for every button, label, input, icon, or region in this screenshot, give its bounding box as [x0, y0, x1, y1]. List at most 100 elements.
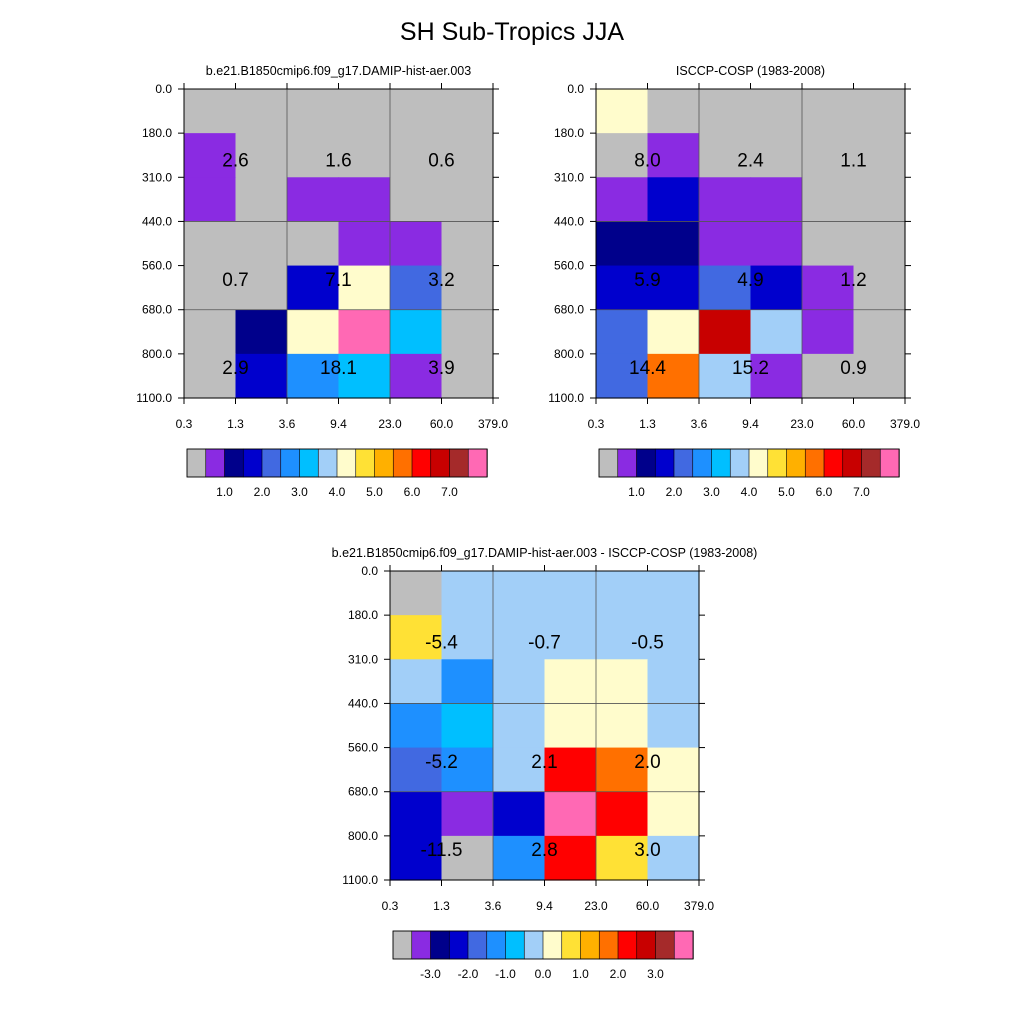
- heatmap-cell: [390, 133, 443, 178]
- colorbar-box: [542, 930, 563, 960]
- heatmap-cell: [235, 265, 288, 311]
- colorbar-box: [505, 930, 525, 960]
- heatmap-cell: [647, 659, 700, 705]
- heatmap-cell: [853, 177, 906, 223]
- heatmap-cell: [853, 89, 906, 134]
- x-tick-label: 9.4: [536, 899, 553, 913]
- heatmap-cell: [287, 265, 340, 311]
- cell-value-label: 3.2: [428, 270, 454, 291]
- colorbar-box: [673, 930, 694, 960]
- heatmap-cell: [338, 133, 391, 178]
- colorbar-box: [561, 930, 582, 960]
- colorbar-tick-label: 7.0: [853, 485, 870, 499]
- heatmap-cell: [493, 747, 546, 793]
- panel-title: b.e21.B1850cmip6.f09_g17.DAMIP-hist-aer.…: [332, 546, 758, 560]
- cell-value-label: 2.9: [222, 358, 248, 379]
- colorbar-tick-label: 7.0: [441, 485, 458, 499]
- cell-value-label: 1.2: [840, 270, 866, 291]
- heatmap-cell: [853, 133, 906, 178]
- heatmap-cell: [235, 89, 288, 134]
- x-tick-label: 3.6: [279, 417, 296, 431]
- heatmap-cell: [493, 571, 546, 616]
- y-tick-label: 1100.0: [136, 391, 172, 405]
- colorbar-tick-label: -1.0: [495, 967, 516, 981]
- colorbar-box: [861, 448, 881, 478]
- colorbar-box: [636, 930, 657, 960]
- cell-value-label: 0.7: [222, 270, 248, 291]
- colorbar-box: [842, 448, 863, 478]
- colorbar-tick-label: 4.0: [741, 485, 758, 499]
- colorbar-box: [186, 448, 207, 478]
- heatmap-cell: [750, 89, 803, 134]
- y-tick-label: 0.0: [155, 82, 172, 96]
- y-tick-label: 0.0: [567, 82, 584, 96]
- colorbar-box: [430, 448, 451, 478]
- heatmap-cell: [699, 133, 752, 178]
- colorbar-box: [355, 448, 376, 478]
- heatmap-cell: [338, 177, 391, 223]
- colorbar-tick-label: 0.0: [535, 967, 552, 981]
- colorbar-tick-label: 3.0: [703, 485, 720, 499]
- y-tick-label: 680.0: [142, 303, 172, 317]
- heatmap-cell: [750, 353, 803, 399]
- colorbar-box: [655, 930, 675, 960]
- colorbar-box: [242, 448, 263, 478]
- heatmap-cell: [647, 703, 700, 749]
- cell-value-label: -11.5: [421, 840, 463, 861]
- colorbar-box: [598, 448, 619, 478]
- colorbar-box: [430, 930, 450, 960]
- x-tick-label: 379.0: [478, 417, 508, 431]
- main-title: SH Sub-Tropics JJA: [399, 18, 625, 46]
- cell-value-label: 8.0: [634, 151, 660, 172]
- heatmap-cell: [596, 265, 649, 311]
- colorbar-tick-label: 1.0: [216, 485, 233, 499]
- y-tick-label: 440.0: [142, 214, 172, 228]
- x-tick-label: 0.3: [382, 899, 399, 913]
- heatmap-cell: [802, 133, 855, 178]
- colorbar-box: [654, 448, 675, 478]
- heatmap-cell: [596, 221, 649, 267]
- cell-value-label: 18.1: [320, 358, 357, 379]
- heatmap-cell: [184, 133, 237, 178]
- heatmap-cell: [235, 177, 288, 223]
- x-tick-label: 3.6: [485, 899, 502, 913]
- heatmap-cell: [596, 133, 649, 178]
- cell-value-label: 7.1: [325, 270, 351, 291]
- colorbar-frame: [186, 448, 488, 478]
- y-tick-label: 0.0: [361, 564, 378, 578]
- heatmap-cell: [802, 177, 855, 223]
- y-tick-label: 800.0: [142, 347, 172, 361]
- x-tick-label: 0.3: [588, 417, 605, 431]
- heatmap-cell: [441, 353, 494, 399]
- colorbar-box: [636, 448, 656, 478]
- x-tick-label: 9.4: [742, 417, 759, 431]
- heatmap-cell: [235, 133, 288, 178]
- heatmap-cell: [441, 571, 494, 616]
- heatmap-cell: [235, 353, 288, 399]
- x-tick-label: 379.0: [684, 899, 714, 913]
- colorbar-tick-label: 6.0: [816, 485, 833, 499]
- heatmap-cell: [647, 747, 700, 793]
- colorbar-tick-label: 1.0: [628, 485, 645, 499]
- colorbar-box: [598, 930, 619, 960]
- heatmap-cell: [647, 615, 700, 660]
- colorbar-box: [205, 448, 226, 478]
- heatmap-cell: [493, 659, 546, 705]
- heatmap-cell: [596, 747, 649, 793]
- heatmap-cell: [287, 133, 340, 178]
- heatmap-cell: [184, 177, 237, 223]
- colorbar-box: [879, 448, 900, 478]
- heatmap-cell: [338, 221, 391, 267]
- colorbar-box: [823, 448, 844, 478]
- heatmap-cell: [287, 177, 340, 223]
- cell-value-label: 3.0: [634, 840, 660, 861]
- heatmap-cell: [596, 835, 649, 881]
- heatmap-cell: [544, 747, 597, 793]
- heatmap-cell: [802, 89, 855, 134]
- heatmap-cell: [390, 835, 443, 881]
- colorbar-box: [729, 448, 750, 478]
- colorbar-box: [748, 448, 769, 478]
- x-tick-label: 9.4: [330, 417, 347, 431]
- heatmap-cell: [647, 835, 700, 881]
